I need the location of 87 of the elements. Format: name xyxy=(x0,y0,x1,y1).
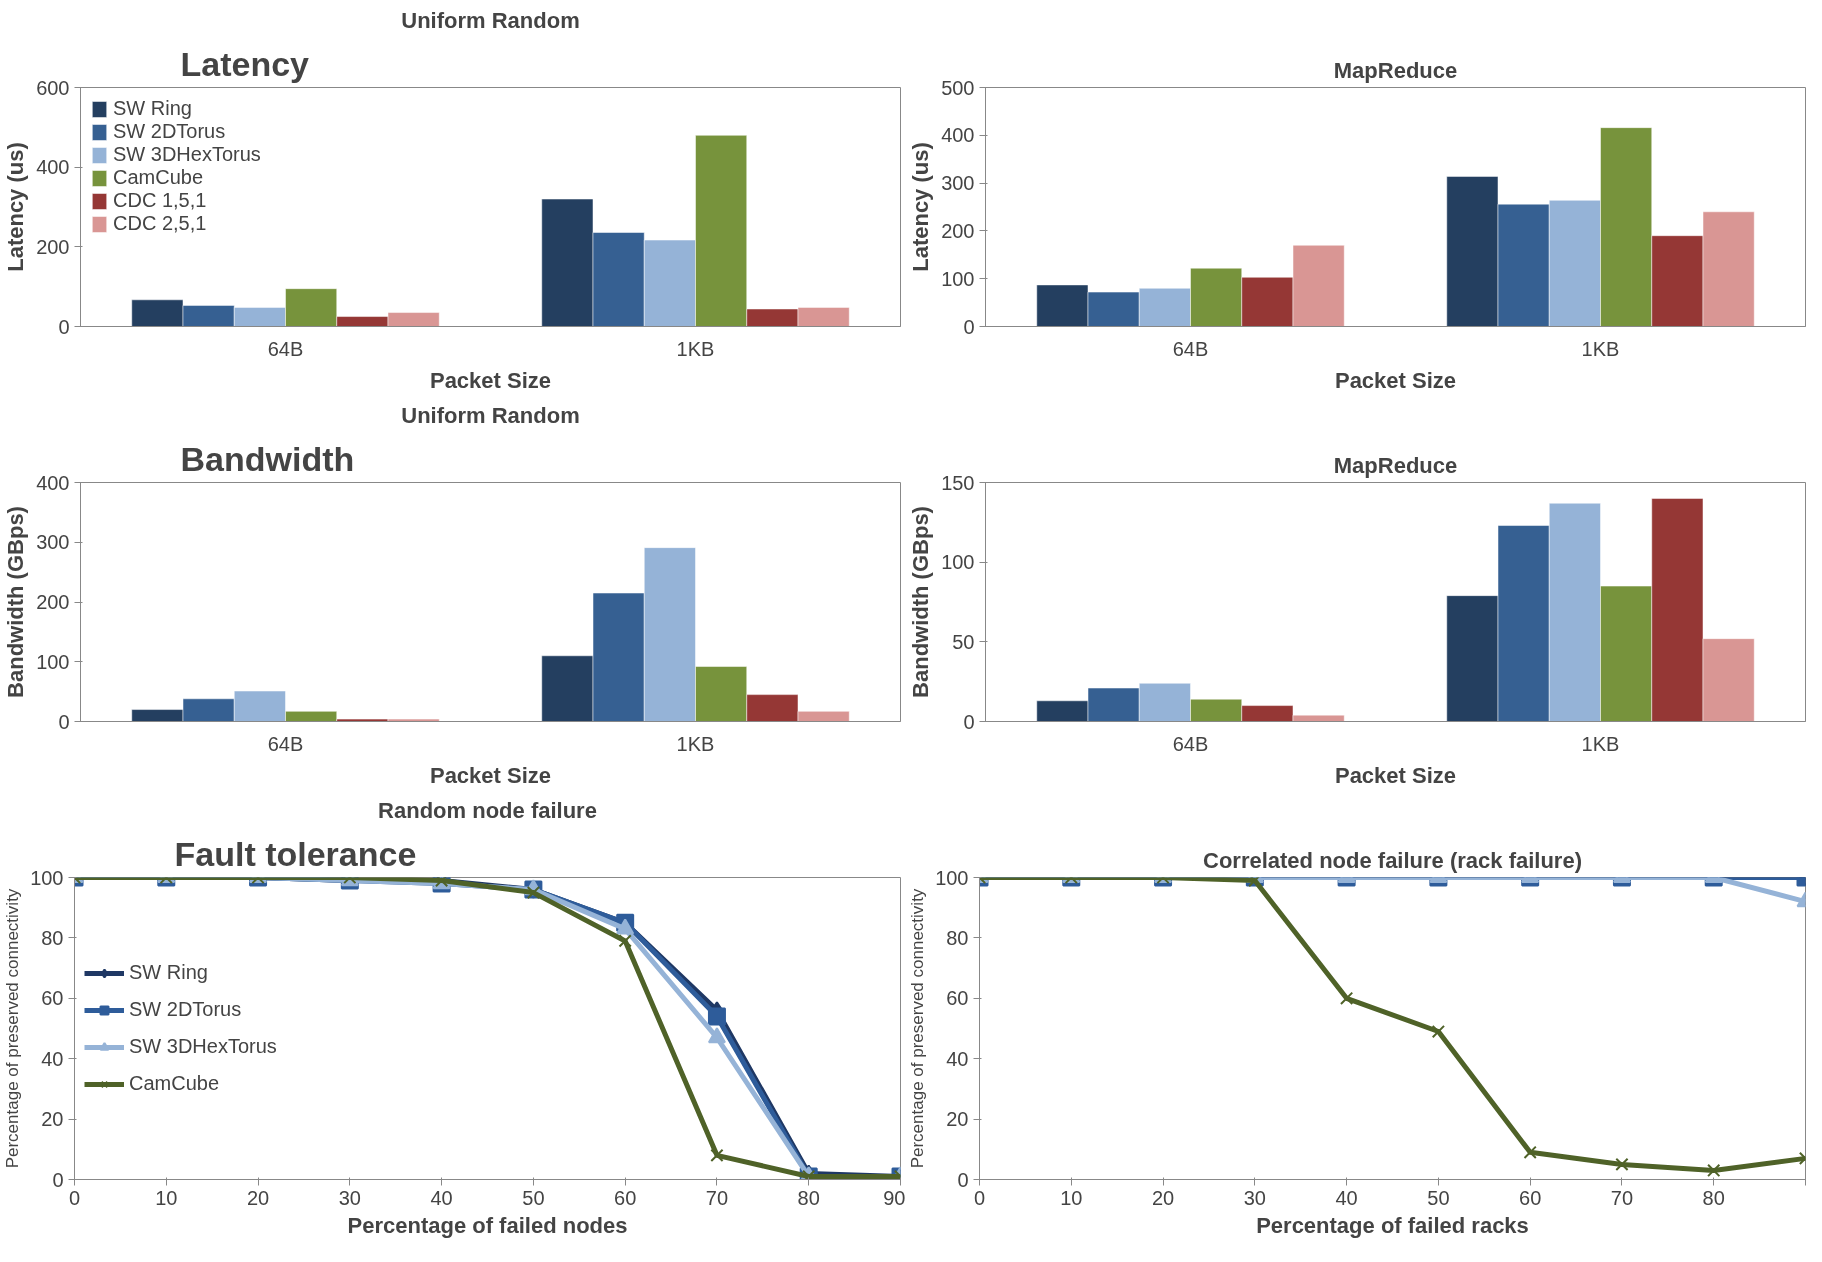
chart-title: Correlated node failure (rack failure) xyxy=(1203,847,1582,873)
x-tick-label: 40 xyxy=(1335,1186,1358,1209)
legend-label: CamCube xyxy=(129,1072,220,1095)
legend-label: SW Ring xyxy=(113,97,192,120)
y-tick-label: 60 xyxy=(946,987,969,1010)
x-tick-label: 20 xyxy=(246,1186,270,1209)
y-tick-label: 40 xyxy=(946,1047,969,1070)
y-tick-label: 400 xyxy=(36,471,70,494)
chart-title: MapReduce xyxy=(1333,57,1458,83)
y-tick-label: 0 xyxy=(963,315,975,338)
legend-label: SW Ring xyxy=(129,961,208,984)
text: Latency xyxy=(180,44,310,83)
x-tick-label: 64B xyxy=(1172,337,1209,360)
y-tick-label: 80 xyxy=(41,926,64,949)
y-tick-label: 100 xyxy=(36,650,70,673)
y-axis-title: Bandwidth (GBps) xyxy=(3,506,29,698)
y-tick-label: 20 xyxy=(946,1108,969,1131)
x-tick-label: 80 xyxy=(1702,1186,1725,1209)
legend-label: CamCube xyxy=(113,166,204,189)
x-axis-title: Packet Size xyxy=(1334,762,1457,788)
y-tick-label: 0 xyxy=(957,1168,969,1191)
legend-label: CDC 2,5,1 xyxy=(113,212,207,235)
y-tick-label: 200 xyxy=(36,591,70,613)
y-tick-label: 100 xyxy=(935,866,969,889)
y-tick-label: 200 xyxy=(36,235,70,258)
x-tick-label: 64B xyxy=(1172,732,1209,755)
legend-label: CDC 1,5,1 xyxy=(113,189,207,212)
y-tick-label: 100 xyxy=(941,267,975,290)
x-tick-label: 1KB xyxy=(676,732,715,755)
x-tick-label: 60 xyxy=(1519,1186,1542,1209)
x-tick-label: 1KB xyxy=(1581,337,1620,360)
y-tick-label: 400 xyxy=(941,124,975,147)
x-tick-label: 10 xyxy=(155,1186,178,1209)
legend-label: SW 3DHexTorus xyxy=(129,1035,277,1058)
x-tick-label: 1KB xyxy=(1581,732,1620,755)
chart-title: Uniform Random xyxy=(401,7,580,33)
y-tick-label: 0 xyxy=(58,315,70,338)
y-tick-label: 150 xyxy=(941,471,975,494)
text: Bandwidth xyxy=(180,439,355,478)
y-axis-title: Percentage of preserved connectivity xyxy=(908,888,928,1169)
x-tick-label: 90 xyxy=(883,1186,906,1209)
x-tick-label: 50 xyxy=(1427,1186,1450,1209)
y-tick-label: 0 xyxy=(963,710,975,733)
legend-label: SW 2DTorus xyxy=(113,120,226,143)
x-tick-label: 30 xyxy=(1243,1186,1266,1209)
y-tick-label: 400 xyxy=(36,156,70,179)
chart-title: MapReduce xyxy=(1333,452,1458,478)
x-axis-title: Percentage of failed racks xyxy=(1256,1212,1529,1238)
y-tick-label: 40 xyxy=(41,1047,64,1070)
legend-label: SW 2DTorus xyxy=(129,998,242,1021)
y-tick-label: 60 xyxy=(41,987,64,1010)
text: Fault tolerance xyxy=(174,834,417,873)
chart-title: Uniform Random xyxy=(401,402,580,428)
x-tick-label: 64B xyxy=(267,732,304,755)
y-axis-title: Bandwidth (GBps) xyxy=(908,506,934,698)
x-axis-title: Percentage of failed nodes xyxy=(347,1212,628,1238)
x-tick-label: 1KB xyxy=(676,337,715,360)
y-tick-label: 0 xyxy=(58,710,70,733)
y-tick-label: 50 xyxy=(952,630,975,653)
y-tick-label: 500 xyxy=(941,76,975,99)
y-tick-label: 300 xyxy=(36,531,70,554)
x-tick-label: 70 xyxy=(1610,1186,1634,1209)
y-axis-title: Latency (us) xyxy=(3,142,29,272)
chart-title: Random node failure xyxy=(378,797,597,823)
y-tick-label: 100 xyxy=(30,866,64,889)
x-axis-title: Packet Size xyxy=(1334,367,1457,393)
y-axis-title: Latency (us) xyxy=(908,142,934,272)
x-tick-label: 64B xyxy=(267,337,304,360)
x-axis-title: Packet Size xyxy=(429,367,552,393)
legend-label: SW 3DHexTorus xyxy=(113,143,261,166)
x-tick-label: 50 xyxy=(522,1186,545,1209)
y-tick-label: 100 xyxy=(941,551,975,574)
y-tick-label: 600 xyxy=(36,76,70,99)
y-tick-label: 80 xyxy=(946,926,969,949)
x-tick-label: 30 xyxy=(338,1186,361,1209)
x-tick-label: 70 xyxy=(705,1186,729,1209)
x-tick-label: 80 xyxy=(797,1186,820,1209)
x-tick-label: 40 xyxy=(430,1186,453,1209)
x-tick-label: 10 xyxy=(1060,1186,1083,1209)
x-axis-title: Packet Size xyxy=(429,762,552,788)
x-tick-label: 60 xyxy=(614,1186,637,1209)
y-tick-label: 0 xyxy=(52,1168,64,1191)
y-axis-title: Percentage of preserved connectivity xyxy=(3,888,23,1169)
x-tick-label: 20 xyxy=(1151,1186,1175,1209)
y-tick-label: 20 xyxy=(41,1108,64,1131)
y-tick-label: 200 xyxy=(941,219,975,242)
y-tick-label: 300 xyxy=(941,172,975,195)
